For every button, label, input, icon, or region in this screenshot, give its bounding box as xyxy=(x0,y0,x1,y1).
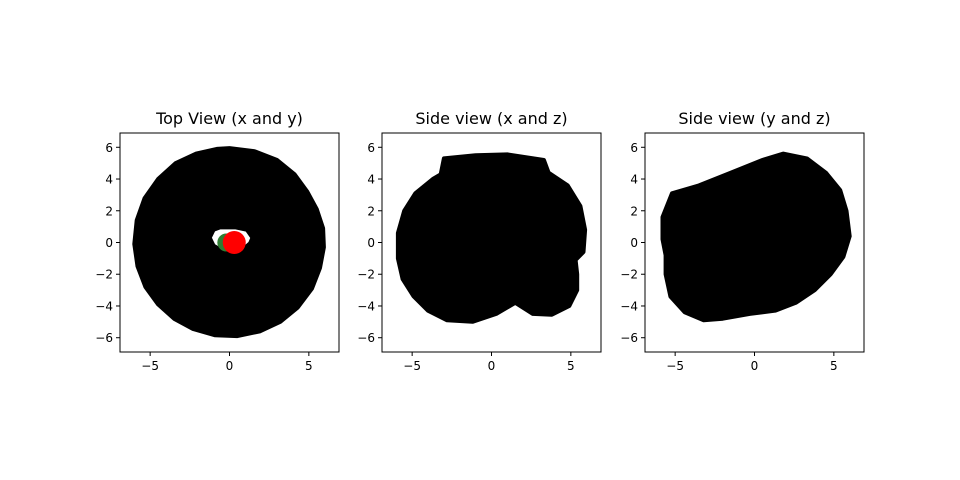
plot-area xyxy=(660,151,852,323)
panel-top-view: Top View (x and y) −5 0 5 −6 −4 −2 0 2 4 6 xyxy=(95,109,340,373)
y-tick-label: 2 xyxy=(630,204,638,218)
scatter-body xyxy=(660,151,852,323)
y-tick-label: 0 xyxy=(630,236,638,250)
y-tick-label: −4 xyxy=(95,299,113,313)
y-tick-label: 2 xyxy=(367,204,375,218)
panel-title: Side view (x and z) xyxy=(415,109,567,128)
y-tick-label: 0 xyxy=(105,236,113,250)
panel-title: Top View (x and y) xyxy=(155,109,303,128)
scatter-body xyxy=(132,146,326,339)
y-tick-label: −6 xyxy=(357,331,375,345)
panel-side-view-yz: Side view (y and z) −5 0 5 −6 −4 −2 0 2 4 6 xyxy=(620,109,865,373)
y-tick-label: 6 xyxy=(630,141,638,155)
x-tick-label: 5 xyxy=(305,359,313,373)
x-tick-label: 0 xyxy=(488,359,496,373)
y-tick-label: 4 xyxy=(367,173,375,187)
y-tick-label: 6 xyxy=(105,141,113,155)
x-tick-label: 0 xyxy=(226,359,234,373)
x-tick-label: −5 xyxy=(403,359,421,373)
y-tick-label: −4 xyxy=(620,299,638,313)
y-tick-label: 0 xyxy=(367,236,375,250)
y-tick-label: −6 xyxy=(95,331,113,345)
scatter-body xyxy=(395,152,588,324)
red-point xyxy=(222,231,246,254)
x-tick-label: −5 xyxy=(666,359,684,373)
plot-area xyxy=(395,152,588,324)
y-tick-label: −2 xyxy=(357,268,375,282)
y-tick-label: −2 xyxy=(95,268,113,282)
y-tick-label: −4 xyxy=(357,299,375,313)
x-tick-label: 5 xyxy=(567,359,575,373)
x-tick-label: −5 xyxy=(141,359,159,373)
y-tick-label: −2 xyxy=(620,268,638,282)
y-tick-label: 4 xyxy=(630,173,638,187)
plot-area xyxy=(132,146,326,339)
y-tick-label: 2 xyxy=(105,204,113,218)
x-tick-label: 0 xyxy=(751,359,759,373)
y-tick-label: 6 xyxy=(367,141,375,155)
panel-title: Side view (y and z) xyxy=(678,109,830,128)
y-tick-label: −6 xyxy=(620,331,638,345)
x-tick-label: 5 xyxy=(830,359,838,373)
panel-side-view-xz: Side view (x and z) −5 0 5 −6 −4 −2 0 2 4 6 xyxy=(357,109,602,373)
y-tick-label: 4 xyxy=(105,173,113,187)
